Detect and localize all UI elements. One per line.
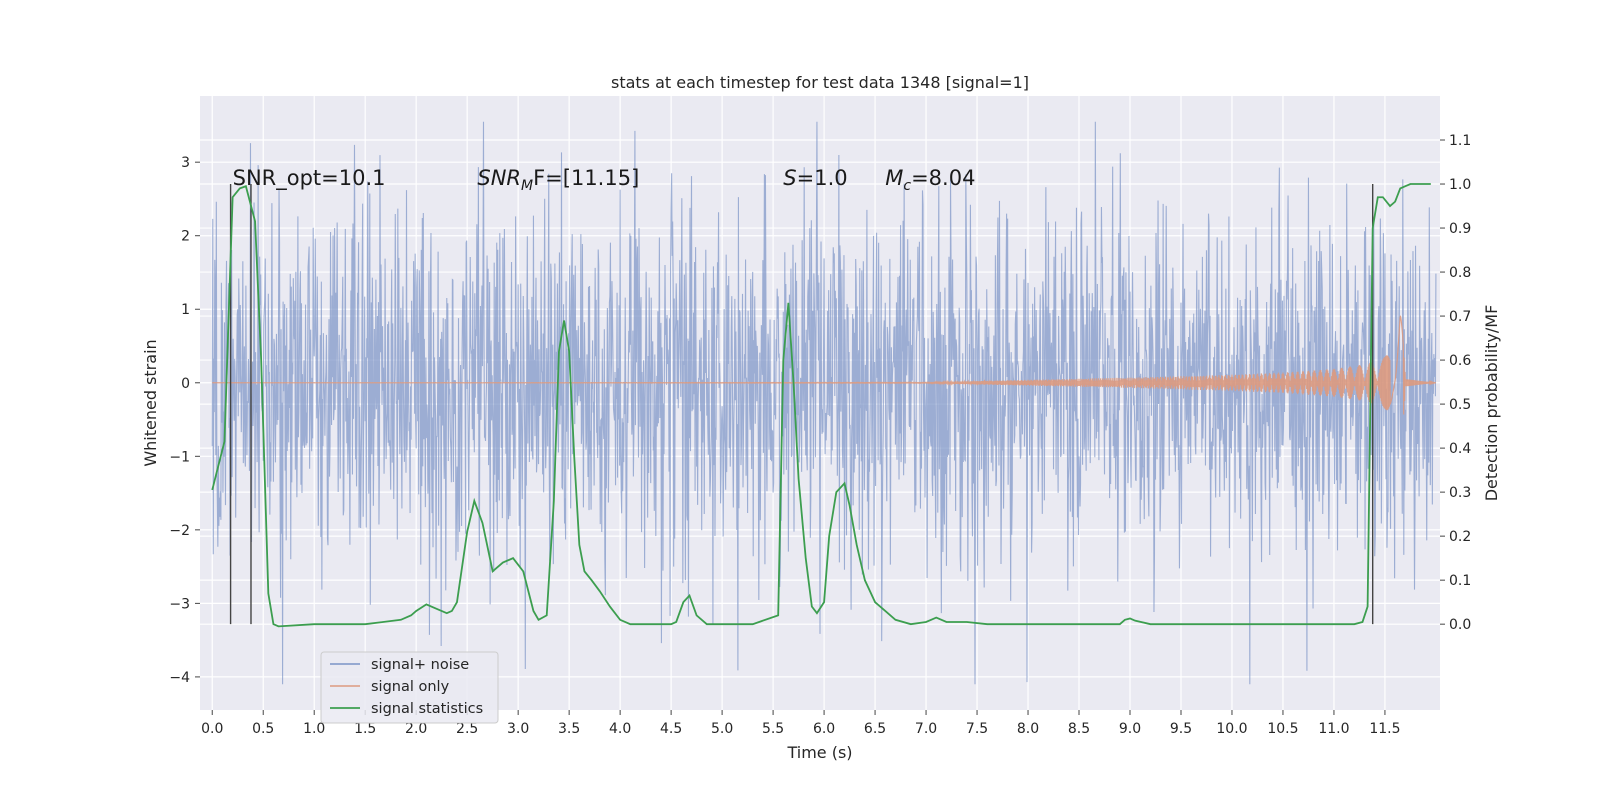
legend: signal+ noise signal only signal statist… xyxy=(320,651,499,724)
x-tick-label-13: 6.5 xyxy=(864,721,886,737)
x-tick-label-11: 5.5 xyxy=(762,721,784,737)
y-tick-label-1: −3 xyxy=(169,596,190,612)
x-tick-label-14: 7.0 xyxy=(915,721,937,737)
x-tick-label-8: 4.0 xyxy=(609,721,631,737)
x-tick-label-23: 11.5 xyxy=(1369,721,1400,737)
x-tick-label-3: 1.5 xyxy=(354,721,376,737)
y2-tick-label-5: 0.5 xyxy=(1449,397,1471,413)
y-tick-label-5: 1 xyxy=(181,302,190,318)
annotation-0: SNR_opt=10.1 xyxy=(233,166,386,191)
y2-tick-label-6: 0.6 xyxy=(1449,353,1471,369)
x-tick-label-5: 2.5 xyxy=(456,721,478,737)
legend-box xyxy=(320,651,499,724)
x-tick-label-9: 4.5 xyxy=(660,721,682,737)
y2-tick-label-8: 0.8 xyxy=(1449,265,1471,281)
annotations: SNR_opt=10.1 SNRMF=[11.15] S=1.0 Mc=8.04 xyxy=(233,166,976,194)
series-signal-plus-noise xyxy=(211,121,1437,685)
legend-label-signal-statistics: signal statistics xyxy=(371,701,483,717)
y-tick-label-2: −2 xyxy=(169,523,190,539)
x-tick-label-0: 0.0 xyxy=(201,721,223,737)
x-tick-label-4: 2.0 xyxy=(405,721,427,737)
y-tick-label-0: −4 xyxy=(169,670,190,686)
y2-tick-label-9: 0.9 xyxy=(1449,221,1471,237)
y2-tick-label-2: 0.2 xyxy=(1449,529,1471,545)
y-tick-label-6: 2 xyxy=(181,229,190,245)
x-tick-label-10: 5.0 xyxy=(711,721,733,737)
x-tick-label-19: 9.5 xyxy=(1170,721,1192,737)
x-tick-label-15: 7.5 xyxy=(966,721,988,737)
y2-tick-label-11: 1.1 xyxy=(1449,133,1471,149)
y-axis-label: Whitened strain xyxy=(141,339,160,466)
series-signal-statistics xyxy=(211,183,1431,628)
x-tick-label-16: 8.0 xyxy=(1017,721,1039,737)
x-tick-label-7: 3.5 xyxy=(558,721,580,737)
signal-trace xyxy=(212,315,1436,415)
y-tick-label-4: 0 xyxy=(181,376,190,392)
y-tick-label-3: −1 xyxy=(169,449,190,465)
statistics-trace xyxy=(211,183,1431,628)
legend-label-signal-plus-noise: signal+ noise xyxy=(371,657,469,673)
x-tick-label-1: 0.5 xyxy=(252,721,274,737)
legend-label-signal-only: signal only xyxy=(371,679,450,695)
y2-tick-label-7: 0.7 xyxy=(1449,309,1471,325)
x-tick-label-21: 10.5 xyxy=(1267,721,1298,737)
y-tick-label-7: 3 xyxy=(181,155,190,171)
annotation-1: SNRMF=[11.15] xyxy=(477,166,639,194)
y2-tick-label-1: 0.1 xyxy=(1449,573,1471,589)
x-tick-label-12: 6.0 xyxy=(813,721,835,737)
y2-axis-ticks: 0.0 0.1 0.2 0.3 0.4 0.5 0.6 0.7 0.8 0.9 1.0 1.1 xyxy=(1440,133,1471,633)
noise-trace xyxy=(211,121,1437,685)
y2-tick-label-10: 1.0 xyxy=(1449,177,1471,193)
chart-title: stats at each timestep for test data 134… xyxy=(611,73,1029,92)
x-axis-ticks: 0.0 0.5 1.0 1.5 2.0 2.5 3.0 3.5 4.0 4.5 5.0 5.5 6.0 6… xyxy=(201,710,1401,737)
x-tick-label-17: 8.5 xyxy=(1068,721,1090,737)
series-signal-only xyxy=(212,315,1436,415)
y2-tick-label-0: 0.0 xyxy=(1449,617,1471,633)
y-axis-ticks: −4 −3 −2 −1 0 1 2 3 xyxy=(169,155,200,686)
x-tick-label-2: 1.0 xyxy=(303,721,325,737)
x-tick-label-18: 9.0 xyxy=(1119,721,1141,737)
y2-tick-label-3: 0.3 xyxy=(1449,485,1471,501)
x-axis-label: Time (s) xyxy=(786,743,852,762)
y2-tick-label-4: 0.4 xyxy=(1449,441,1471,457)
annotation-2: S=1.0 xyxy=(783,166,847,190)
annotation-3: Mc=8.04 xyxy=(885,166,975,194)
x-tick-label-6: 3.0 xyxy=(507,721,529,737)
y2-axis-label: Detection probability/MF xyxy=(1482,305,1501,502)
x-tick-label-22: 11.0 xyxy=(1318,721,1349,737)
x-tick-label-20: 10.0 xyxy=(1216,721,1247,737)
